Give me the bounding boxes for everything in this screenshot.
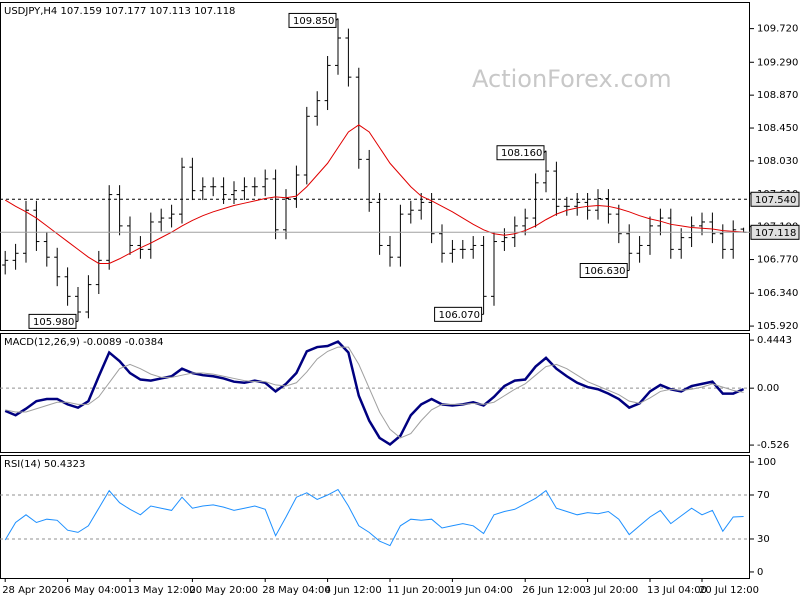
y-tick-label: 109.720 xyxy=(757,24,798,35)
annotation-label: 106.630 xyxy=(584,266,625,277)
current-price-label: 107.118 xyxy=(755,228,796,239)
x-tick-label: 19 Jun 04:00 xyxy=(449,585,513,596)
y-tick-label: 0.00 xyxy=(757,383,779,394)
watermark: ActionForex.com xyxy=(472,65,672,93)
x-tick-label: 4 Jun 12:00 xyxy=(325,585,382,596)
moving-average xyxy=(4,124,744,264)
annotation-label: 109.850 xyxy=(293,16,334,27)
series-line xyxy=(4,340,745,446)
y-tick-label: 108.450 xyxy=(757,123,798,134)
x-tick-label: 3 Jul 20:00 xyxy=(585,585,639,596)
y-tick-label: 0.4443 xyxy=(757,335,792,346)
panel-frame xyxy=(0,333,750,453)
y-tick-label: 70 xyxy=(757,490,770,501)
level-label: 107.540 xyxy=(755,195,796,206)
annotation-box xyxy=(28,313,77,329)
x-tick-label: 13 Jul 04:00 xyxy=(647,585,707,596)
y-tick-label: 106.340 xyxy=(757,288,798,299)
annotation-label: 106.070 xyxy=(439,310,480,321)
x-tick-label: 26 Jun 12:00 xyxy=(522,585,586,596)
annotation-label: 105.980 xyxy=(33,317,74,328)
annotation-box xyxy=(288,12,337,28)
y-tick-label: 106.770 xyxy=(757,255,798,266)
x-tick-label: 20 Jul 12:00 xyxy=(699,585,759,596)
panel-title: MACD(12,26,9) -0.0089 -0.0384 xyxy=(4,337,164,348)
series-line xyxy=(5,346,744,439)
y-tick-label: 109.290 xyxy=(757,57,798,68)
x-tick-label: 13 May 12:00 xyxy=(127,585,196,596)
current-price-box xyxy=(750,224,800,240)
panel-frame xyxy=(0,2,750,331)
x-tick-label: 6 May 04:00 xyxy=(65,585,127,596)
level-box xyxy=(750,191,800,207)
y-tick-label: 0 xyxy=(757,567,763,578)
y-tick-label: 108.870 xyxy=(757,90,798,101)
y-tick-label: 105.920 xyxy=(757,321,798,332)
annotation-box xyxy=(496,145,545,161)
y-tick-label: -0.526 xyxy=(757,440,789,451)
annotation-box xyxy=(434,306,483,322)
y-tick-label: 100 xyxy=(757,457,776,468)
series-line xyxy=(4,488,744,547)
x-tick-label: 28 Apr 2020 xyxy=(2,585,64,596)
annotation-box xyxy=(579,263,628,279)
y-tick-label: 108.030 xyxy=(757,156,798,167)
x-tick-label: 11 Jun 20:00 xyxy=(387,585,451,596)
y-tick-label: 30 xyxy=(757,534,770,545)
panel-frame xyxy=(0,455,750,579)
annotation-label: 108.160 xyxy=(501,148,542,159)
panel-title: RSI(14) 50.4323 xyxy=(4,459,85,470)
x-tick-label: 20 May 20:00 xyxy=(189,585,258,596)
x-tick-label: 28 May 04:00 xyxy=(262,585,331,596)
panel-title: USDJPY,H4 107.159 107.177 107.113 107.11… xyxy=(4,6,235,17)
